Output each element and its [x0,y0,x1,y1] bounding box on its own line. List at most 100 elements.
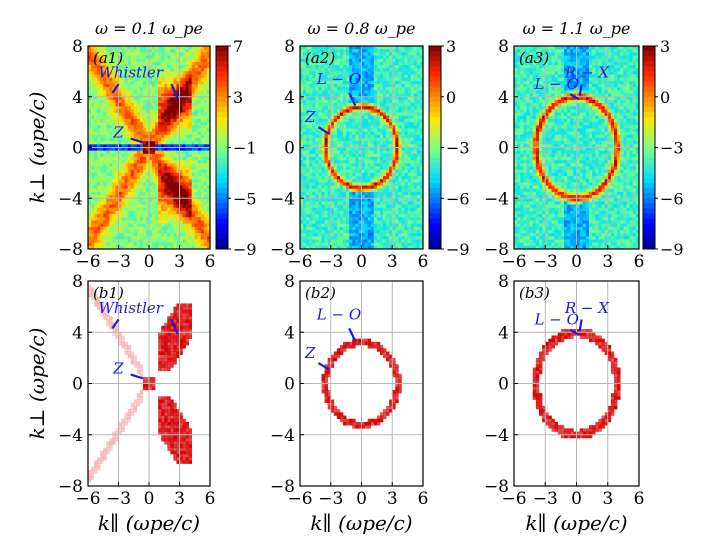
heatmap-cell [383,242,387,247]
heatmap-cell [358,172,362,177]
heatmap-cell [191,163,196,167]
heatmap-cell [176,245,180,250]
heatmap-cell [404,239,408,243]
heatmap-cell [145,96,150,101]
heatmap-cell [188,233,192,237]
heatmap-cell [206,242,211,247]
heatmap-cell [191,172,196,177]
heatmap-cell [389,188,393,193]
heatmap-cell [130,49,135,53]
heatmap-cell [339,141,344,145]
heatmap-cell [176,93,180,98]
heatmap-cell [152,87,156,91]
heatmap-cell [139,84,144,88]
heatmap-cell [339,176,344,180]
heatmap-cell [401,61,405,66]
heatmap-cell [361,188,365,193]
heatmap-cell [306,191,310,196]
heatmap-cell [364,163,368,167]
heatmap-cell [149,106,153,110]
heatmap-cell [401,236,405,240]
heatmap-cell [300,163,304,167]
heatmap-cell [379,188,384,193]
heatmap-cell [109,131,113,136]
heatmap-cell [112,52,116,56]
heatmap-cell [182,96,186,101]
heatmap-cell [364,166,368,170]
heatmap-cell [173,223,177,228]
heatmap-cell [121,144,125,148]
heatmap-cell [200,201,205,205]
heatmap-cell [389,150,393,155]
heatmap-cell [407,134,412,139]
heatmap-cell [376,157,381,161]
heatmap-cell [124,61,128,66]
heatmap-cell [109,55,113,59]
heatmap-cell [324,61,328,66]
heatmap-cell [389,106,393,110]
heatmap-cell [185,128,189,132]
heatmap-cell [152,166,156,170]
heatmap-cell [167,185,171,190]
heatmap-cell [395,217,399,221]
heatmap-cell [115,106,119,110]
heatmap-cell [373,55,378,59]
heatmap-cell [395,144,399,148]
heatmap-cell [312,137,316,142]
heatmap-cell [161,169,165,174]
heatmap-cell [136,68,141,72]
heatmap-cell [179,229,183,234]
heatmap-cell [324,93,328,98]
heatmap-cell [145,157,150,161]
heatmap-cell [188,204,192,209]
heatmap-cell [306,153,310,158]
heatmap-cell [303,96,307,101]
heatmap-cell [152,239,156,243]
heatmap-cell [197,207,202,212]
heatmap-cell [112,147,116,151]
heatmap-cell [185,198,189,202]
heatmap-cell [152,157,156,161]
heatmap-cell [100,84,104,88]
heatmap-cell [398,103,402,107]
heatmap-cell [91,198,95,202]
heatmap-cell [161,115,165,120]
heatmap-cell [182,90,186,94]
heatmap-cell [364,65,368,69]
heatmap-cell [373,122,378,126]
heatmap-cell [136,226,141,231]
heatmap-cell [124,68,128,72]
heatmap-cell [330,207,335,212]
heatmap-cell [206,226,211,231]
heatmap-cell [324,77,328,82]
heatmap-cell [407,191,412,196]
heatmap-cell [136,128,141,132]
heatmap-cell [121,109,125,113]
heatmap-cell [94,236,98,240]
heatmap-cell [191,68,196,72]
heatmap-cell [206,118,211,123]
heatmap-cell [330,188,335,193]
heatmap-cell [164,55,168,59]
heatmap-cell [303,58,307,63]
heatmap-cell [161,87,165,91]
heatmap-cell [349,106,353,110]
heatmap-cell [373,141,378,145]
heatmap-cell [392,90,396,94]
heatmap-cell [407,90,412,94]
heatmap-cell [127,239,131,243]
heatmap-cell [127,65,131,69]
heatmap-cell [91,169,95,174]
heatmap-cell [361,157,365,161]
heatmap-cell [188,195,192,199]
heatmap-cell [327,220,332,224]
heatmap-cell [395,52,399,56]
heatmap-cell [373,163,378,167]
heatmap-cell [179,147,183,151]
heatmap-cell [398,65,402,69]
heatmap-cell [386,109,390,113]
heatmap-cell [200,103,205,107]
heatmap-cell [127,191,131,196]
heatmap-cell [315,185,319,190]
heatmap-cell [324,87,328,91]
